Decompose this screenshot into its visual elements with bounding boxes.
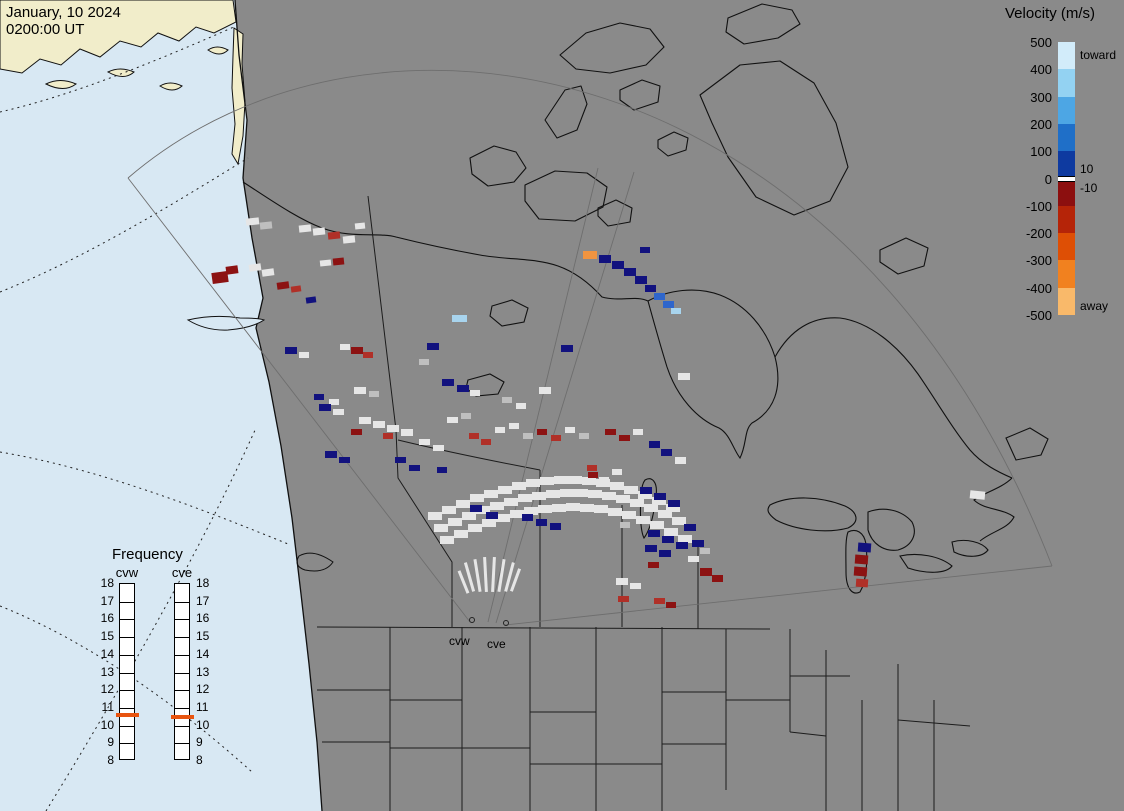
pacific-ocean (0, 0, 322, 811)
time-text: 0200:00 UT (6, 21, 85, 38)
frequency-legend-title: Frequency (112, 546, 183, 563)
alaska-landmass (0, 0, 246, 166)
away-label: away (1080, 299, 1109, 313)
frequency-tick (175, 707, 189, 709)
frequency-tick (175, 725, 189, 727)
velocity-colorbar-segment (1058, 69, 1075, 97)
mainland-coastline (242, 181, 1049, 542)
west-coastline (234, 0, 323, 811)
frequency-tick (175, 601, 189, 603)
velocity-colorbar-segment (1058, 175, 1075, 182)
frequency-bar-cvw (116, 583, 139, 760)
political-borders (316, 195, 971, 811)
velocity-colorbar-segment (1058, 123, 1075, 152)
velocity-colorbar-segment (1058, 151, 1075, 176)
frequency-tick (120, 654, 134, 656)
frequency-bar-cve (171, 583, 194, 760)
frequency-tick (175, 654, 189, 656)
frequency-tick (120, 725, 134, 727)
frequency-tick (120, 707, 134, 709)
velocity-colorbar-segment (1058, 42, 1075, 70)
velocity-colorbar-segment (1058, 233, 1075, 261)
frequency-tick (175, 619, 189, 621)
great-lakes (767, 497, 989, 594)
frequency-tick (175, 690, 189, 692)
frequency-tick (120, 743, 134, 745)
frequency-tick (120, 601, 134, 603)
arctic-islands (469, 3, 929, 275)
velocity-zero-hairline (1058, 181, 1075, 183)
frequency-tick (175, 743, 189, 745)
frequency-column-cve: cve (171, 565, 193, 580)
frequency-marker (171, 714, 194, 719)
map-site-label-cve: cve (487, 637, 506, 651)
velocity-colorbar-segment (1058, 205, 1075, 234)
velocity-colorbar-segment (1058, 287, 1075, 315)
velocity-zero-hairline (1058, 175, 1075, 177)
frequency-marker (116, 712, 139, 717)
frequency-tick (175, 672, 189, 674)
panhandle-islands (186, 315, 266, 331)
frequency-column-cvw: cvw (115, 565, 139, 580)
vancouver-island (296, 552, 334, 572)
frequency-tick (120, 619, 134, 621)
frequency-tick (175, 637, 189, 639)
frequency-tick (120, 690, 134, 692)
velocity-colorbar-segment (1058, 260, 1075, 288)
frequency-tick (120, 672, 134, 674)
velocity-colorbar (1058, 42, 1075, 315)
date-text: January, 10 2024 (6, 4, 121, 21)
velocity-colorbar-segment (1058, 96, 1075, 124)
radar-site-markers (469, 617, 509, 626)
timestamp: January, 10 2024 0200:00 UT (6, 4, 121, 38)
velocity-legend-title: Velocity (m/s) (1005, 5, 1096, 22)
velocity-colorbar-segment (1058, 181, 1075, 206)
radar-fov-boundaries (127, 70, 1053, 626)
frequency-tick (120, 637, 134, 639)
toward-label: toward (1080, 48, 1117, 62)
map-site-label-cvw: cvw (449, 634, 470, 648)
